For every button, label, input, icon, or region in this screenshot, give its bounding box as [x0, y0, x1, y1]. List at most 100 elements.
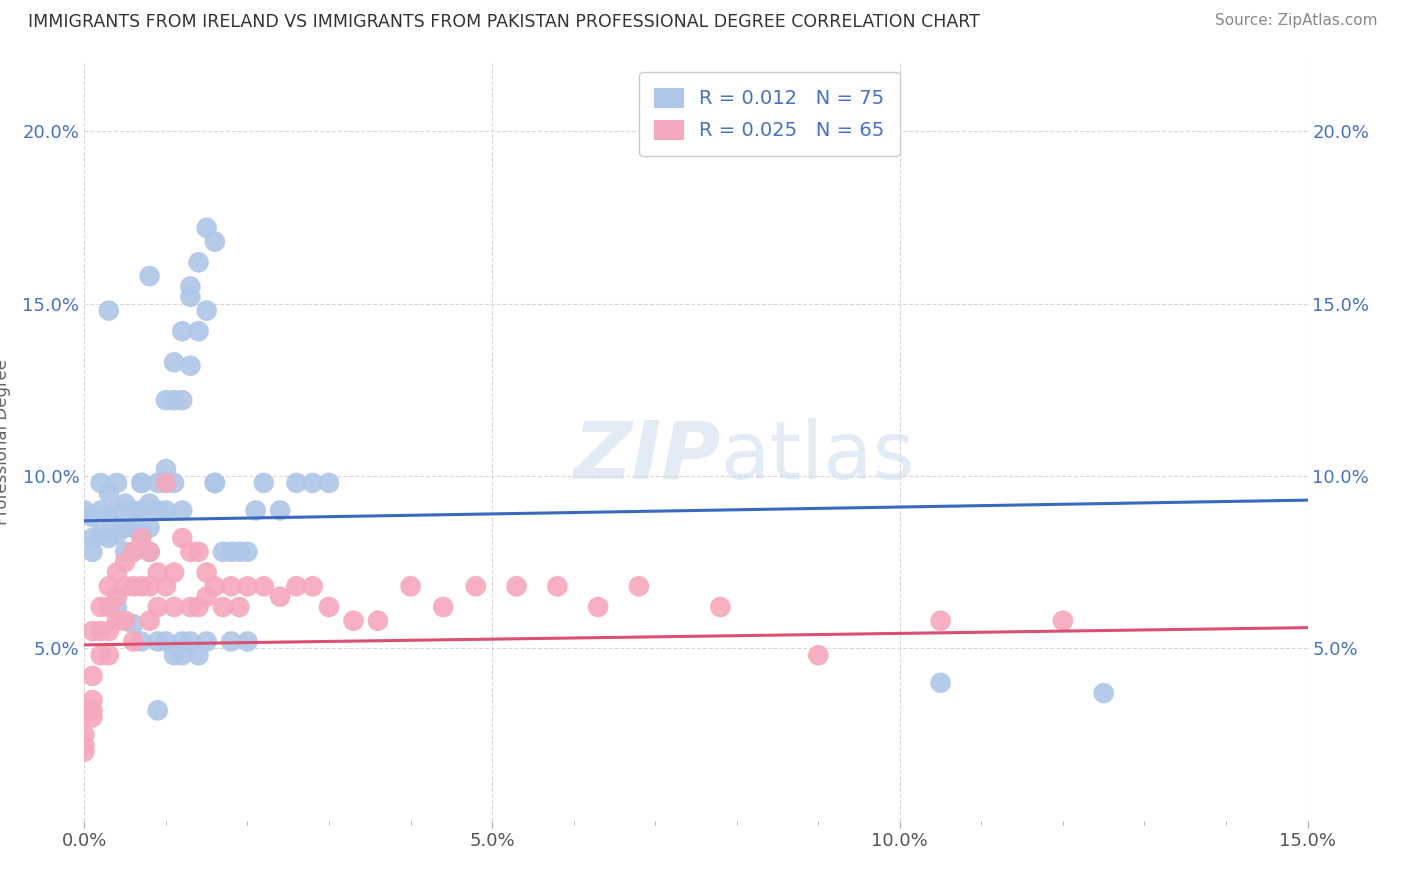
Point: [73, 503, 96, 517]
Point: [155, 393, 177, 408]
Point: [97, 303, 120, 318]
Point: [546, 579, 568, 593]
Point: [285, 475, 308, 490]
Point: [212, 599, 235, 614]
Point: [122, 521, 145, 535]
Point: [114, 521, 136, 535]
Point: [138, 545, 160, 559]
Point: [122, 634, 145, 648]
Point: [146, 475, 169, 490]
Point: [253, 475, 276, 490]
Point: [82, 710, 104, 724]
Point: [146, 566, 169, 580]
Point: [212, 545, 235, 559]
Point: [253, 579, 276, 593]
Point: [122, 545, 145, 559]
Point: [245, 503, 267, 517]
Point: [179, 279, 201, 293]
Point: [929, 614, 952, 628]
Point: [301, 475, 323, 490]
Point: [138, 269, 160, 284]
Point: [155, 579, 177, 593]
Point: [138, 521, 160, 535]
Text: IMMIGRANTS FROM IRELAND VS IMMIGRANTS FROM PAKISTAN PROFESSIONAL DEGREE CORRELAT: IMMIGRANTS FROM IRELAND VS IMMIGRANTS FR…: [28, 13, 980, 31]
Point: [204, 475, 226, 490]
Point: [105, 527, 128, 541]
Point: [1052, 614, 1074, 628]
Point: [138, 579, 160, 593]
Point: [97, 486, 120, 500]
Point: [179, 290, 201, 304]
Point: [219, 545, 242, 559]
Point: [122, 579, 145, 593]
Point: [163, 599, 186, 614]
Point: [131, 634, 153, 648]
Point: [195, 634, 218, 648]
Point: [90, 527, 112, 541]
Text: atlas: atlas: [720, 417, 915, 496]
Point: [187, 599, 209, 614]
Point: [90, 624, 112, 639]
Point: [163, 566, 186, 580]
Point: [172, 648, 194, 663]
Text: Source: ZipAtlas.com: Source: ZipAtlas.com: [1215, 13, 1378, 29]
Y-axis label: Professional Degree: Professional Degree: [0, 359, 11, 524]
Point: [146, 503, 169, 517]
Point: [105, 475, 128, 490]
Point: [179, 599, 201, 614]
Point: [122, 545, 145, 559]
Point: [204, 475, 226, 490]
Point: [195, 220, 218, 235]
Point: [586, 599, 609, 614]
Point: [90, 648, 112, 663]
Text: ZIP: ZIP: [574, 417, 720, 496]
Point: [105, 503, 128, 517]
Point: [155, 475, 177, 490]
Point: [114, 545, 136, 559]
Point: [172, 531, 194, 545]
Point: [929, 675, 952, 690]
Point: [114, 555, 136, 569]
Point: [464, 579, 486, 593]
Point: [97, 579, 120, 593]
Point: [97, 648, 120, 663]
Point: [90, 475, 112, 490]
Point: [131, 503, 153, 517]
Point: [131, 579, 153, 593]
Point: [505, 579, 527, 593]
Point: [172, 393, 194, 408]
Point: [82, 510, 104, 524]
Point: [146, 703, 169, 717]
Point: [236, 579, 259, 593]
Point: [432, 599, 454, 614]
Point: [82, 545, 104, 559]
Point: [172, 634, 194, 648]
Point: [228, 545, 250, 559]
Point: [709, 599, 731, 614]
Point: [138, 545, 160, 559]
Point: [236, 545, 259, 559]
Point: [179, 359, 201, 373]
Point: [82, 531, 104, 545]
Point: [114, 614, 136, 628]
Legend: Immigrants from Ireland, Immigrants from Pakistan: Immigrants from Ireland, Immigrants from…: [406, 890, 986, 892]
Point: [627, 579, 650, 593]
Point: [172, 324, 194, 338]
Point: [138, 497, 160, 511]
Point: [97, 599, 120, 614]
Point: [114, 497, 136, 511]
Point: [73, 738, 96, 752]
Point: [187, 545, 209, 559]
Point: [131, 475, 153, 490]
Point: [187, 255, 209, 269]
Point: [97, 531, 120, 545]
Point: [1092, 686, 1115, 700]
Point: [138, 614, 160, 628]
Point: [163, 475, 186, 490]
Point: [807, 648, 830, 663]
Point: [122, 617, 145, 632]
Point: [399, 579, 422, 593]
Point: [105, 566, 128, 580]
Point: [105, 614, 128, 628]
Point: [219, 579, 242, 593]
